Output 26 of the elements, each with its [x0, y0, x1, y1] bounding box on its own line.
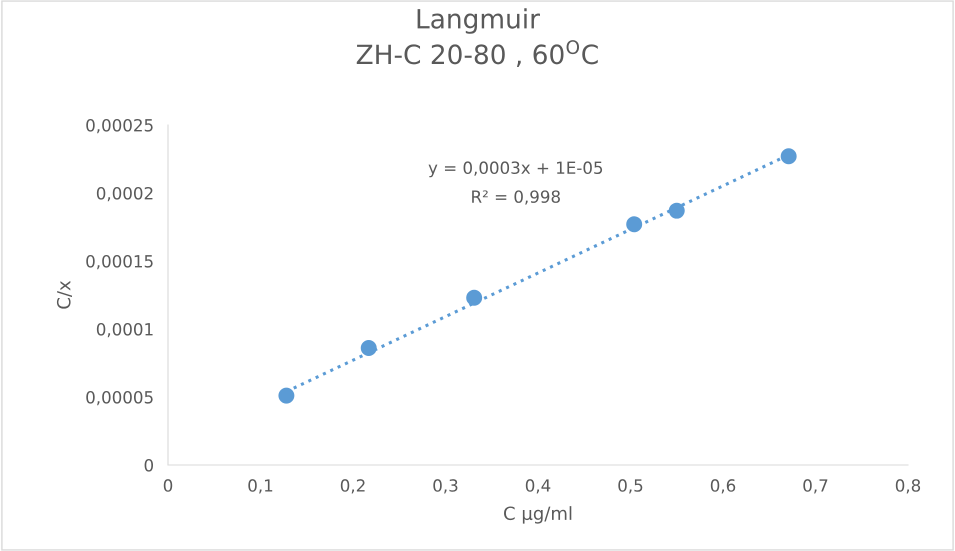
annotation: R² = 0,998	[472, 190, 560, 205]
point	[278, 388, 294, 404]
point	[626, 216, 642, 232]
y-tick-label: 0	[144, 458, 154, 472]
chart-title: Langmuir ZH-C 20-80 , 60$^{O}$C	[356, 8, 598, 68]
y-tick-label: 0,00005	[86, 390, 153, 406]
y-tick-label: 0,00015	[86, 254, 153, 270]
x-tick-label: 0,3	[433, 479, 458, 494]
x-axis-title: C µg/ml	[504, 506, 572, 524]
x-tick-label: 0	[164, 479, 172, 492]
x-tick-label: 0,2	[340, 479, 365, 494]
x-tick-label: 0,5	[618, 479, 642, 494]
x-tick-label: 0,8	[896, 479, 920, 494]
y-axis-title: C/x	[56, 280, 72, 309]
x-tick-label: 0,4	[526, 479, 550, 494]
x-tick-label: 0,7	[803, 479, 828, 494]
y-tick-label: 0,0001	[96, 322, 153, 338]
x-tick-label: 0,6	[710, 479, 736, 494]
x-tick-label: 0,1	[248, 479, 272, 494]
y-tick-label: 0,00025	[86, 118, 153, 134]
point	[466, 290, 482, 306]
point	[780, 148, 797, 164]
y-tick-label: 0,0002	[96, 186, 152, 202]
point	[668, 202, 685, 219]
annotation: y = 0,0003x + 1E-05	[428, 161, 602, 178]
point	[360, 340, 377, 356]
